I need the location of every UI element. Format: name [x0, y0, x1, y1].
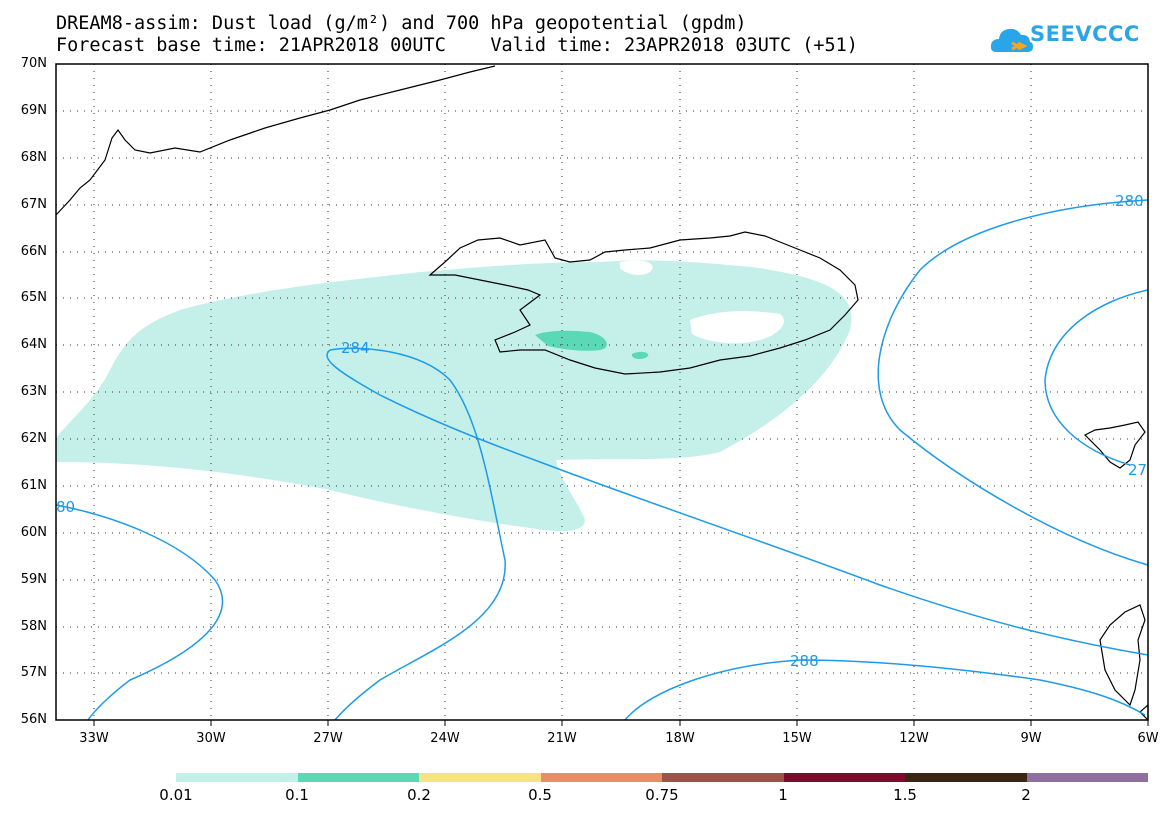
legend-tick: 0.75 — [645, 786, 679, 804]
lon-label: 30W — [196, 731, 226, 746]
contour-280-west — [55, 504, 224, 721]
dust-area-medium — [535, 330, 607, 351]
legend-swatch — [1026, 773, 1148, 782]
lat-label: 64N — [20, 337, 47, 352]
lon-label: 21W — [547, 731, 577, 746]
legend-tick: 1.5 — [893, 786, 917, 804]
lon-label: 12W — [899, 731, 929, 746]
legend-tick: 0.5 — [528, 786, 552, 804]
contour-label: 80 — [56, 498, 75, 516]
legend-swatch — [662, 773, 784, 782]
clear-patch-2 — [620, 260, 653, 275]
contour-27-east — [1044, 289, 1149, 466]
legend-tick: 2 — [1021, 786, 1031, 804]
lon-label: 27W — [313, 731, 343, 746]
legend-tick: 0.01 — [159, 786, 193, 804]
contour-lines — [55, 199, 1149, 721]
lat-label: 57N — [20, 665, 47, 680]
lat-label: 58N — [20, 619, 47, 634]
lat-label: 69N — [20, 103, 47, 118]
map-frame — [55, 63, 1149, 721]
dust-area-light — [56, 260, 852, 532]
lat-label: 59N — [20, 572, 47, 587]
lat-label: 70N — [20, 56, 47, 71]
lat-label: 68N — [20, 150, 47, 165]
legend-tick: 0.1 — [285, 786, 309, 804]
contour-labels: 280 284 27 80 288 — [56, 192, 1147, 670]
lat-label: 65N — [20, 290, 47, 305]
cloud-icon — [990, 28, 1033, 52]
contour-label: 288 — [790, 652, 819, 670]
clear-patch — [690, 311, 784, 344]
legend-swatch — [419, 773, 541, 782]
map-subtitle: Forecast base time: 21APR2018 00UTC Vali… — [56, 35, 858, 56]
legend-swatch — [540, 773, 662, 782]
lat-label: 61N — [20, 478, 47, 493]
map-title: DREAM8-assim: Dust load (g/m²) and 700 h… — [56, 13, 747, 34]
contour-280-east — [877, 199, 1149, 566]
lat-label: 66N — [20, 244, 47, 259]
contour-284 — [326, 349, 1149, 656]
dust-area-medium-2 — [632, 351, 649, 359]
legend-swatch — [176, 773, 298, 782]
lon-label: 15W — [782, 731, 812, 746]
contour-label: 27 — [1128, 461, 1147, 479]
contour-284-branch — [329, 347, 506, 721]
grid-lines — [56, 64, 1148, 720]
lat-label: 63N — [20, 384, 47, 399]
lon-label: 6W — [1137, 731, 1159, 746]
contour-label: 280 — [1115, 192, 1144, 210]
logo-text: SEEVCCC — [1030, 22, 1140, 46]
lon-label: 33W — [79, 731, 109, 746]
legend-tick: 0.2 — [407, 786, 431, 804]
lat-label: 56N — [20, 712, 47, 727]
lon-label: 9W — [1020, 731, 1042, 746]
legend-tick: 1 — [778, 786, 788, 804]
legend-swatch — [905, 773, 1027, 782]
lon-label: 18W — [665, 731, 695, 746]
legend-swatch — [297, 773, 419, 782]
contour-288 — [624, 659, 1146, 721]
coastlines — [55, 65, 1149, 722]
lon-label: 24W — [430, 731, 460, 746]
tick-marks — [93, 720, 1149, 726]
legend-swatch — [783, 773, 905, 782]
lat-label: 62N — [20, 431, 47, 446]
lat-label: 67N — [20, 197, 47, 212]
contour-label: 284 — [341, 339, 370, 357]
color-legend — [176, 773, 1148, 782]
lat-label: 60N — [20, 525, 47, 540]
